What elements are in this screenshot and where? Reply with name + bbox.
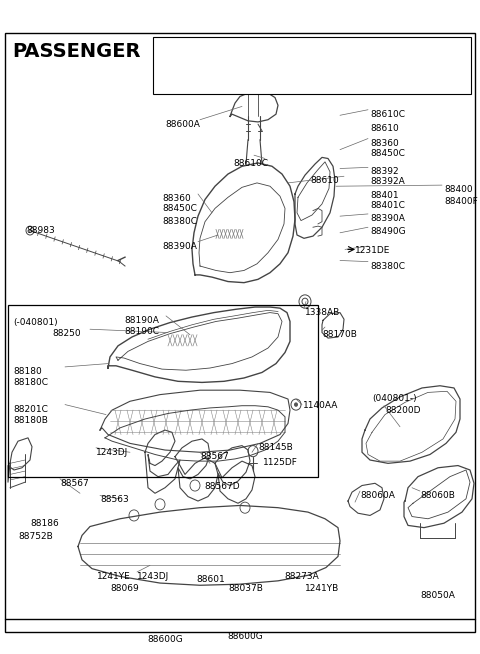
Text: 88450C: 88450C bbox=[370, 148, 405, 158]
Text: CUSHION ASSY: CUSHION ASSY bbox=[382, 74, 455, 84]
Text: 1241YB: 1241YB bbox=[305, 584, 339, 593]
Text: 88600G: 88600G bbox=[147, 635, 183, 644]
Text: 1241YE: 1241YE bbox=[97, 572, 131, 581]
Text: 88380C: 88380C bbox=[370, 262, 405, 271]
Text: 88610C: 88610C bbox=[370, 110, 405, 119]
Text: 88145B: 88145B bbox=[258, 443, 293, 453]
Text: 88250: 88250 bbox=[52, 329, 81, 338]
Bar bbox=[8, 305, 318, 477]
Text: ASSY: ASSY bbox=[406, 45, 431, 55]
Text: 1338AB: 1338AB bbox=[305, 308, 340, 317]
Text: 88400F: 88400F bbox=[444, 198, 478, 206]
Text: 88450C: 88450C bbox=[162, 204, 197, 213]
Text: 1243DJ: 1243DJ bbox=[137, 572, 169, 581]
Text: 88170B: 88170B bbox=[322, 330, 357, 339]
Text: 88037B: 88037B bbox=[228, 584, 263, 593]
Text: 88380C: 88380C bbox=[162, 217, 197, 226]
Text: 88610: 88610 bbox=[310, 176, 339, 185]
Text: SENSOR TYPE: SENSOR TYPE bbox=[278, 45, 346, 55]
Text: PASSENGER: PASSENGER bbox=[12, 42, 141, 61]
Text: 88401: 88401 bbox=[370, 191, 398, 199]
Text: 88201C: 88201C bbox=[13, 405, 48, 413]
Text: 88186: 88186 bbox=[30, 519, 59, 528]
Text: 88610C: 88610C bbox=[233, 158, 268, 167]
Text: 88752B: 88752B bbox=[18, 532, 53, 541]
Text: 88360: 88360 bbox=[370, 139, 399, 148]
Text: 88180: 88180 bbox=[13, 367, 42, 376]
Text: 88490G: 88490G bbox=[370, 227, 406, 236]
Text: 88392: 88392 bbox=[370, 167, 398, 177]
Text: 88180C: 88180C bbox=[13, 378, 48, 387]
Text: 88390A: 88390A bbox=[370, 214, 405, 223]
Text: 88401C: 88401C bbox=[370, 201, 405, 210]
Text: 88567: 88567 bbox=[60, 479, 89, 488]
Text: 88060A: 88060A bbox=[360, 491, 395, 500]
Text: 88567D: 88567D bbox=[204, 482, 240, 491]
Text: 88390A: 88390A bbox=[162, 241, 197, 250]
Text: PODS: PODS bbox=[298, 74, 326, 84]
Text: 88180B: 88180B bbox=[13, 416, 48, 424]
Text: (-040801): (-040801) bbox=[13, 318, 58, 327]
Text: 88601: 88601 bbox=[196, 576, 225, 584]
Text: 88190A: 88190A bbox=[124, 316, 159, 325]
Text: 88190C: 88190C bbox=[124, 327, 159, 336]
Text: 88563: 88563 bbox=[100, 496, 129, 504]
Text: 88050A: 88050A bbox=[420, 591, 455, 600]
Text: 1140AA: 1140AA bbox=[303, 402, 338, 410]
Text: 88400: 88400 bbox=[444, 185, 473, 194]
Text: Period: Period bbox=[191, 45, 221, 55]
Text: 88392A: 88392A bbox=[370, 177, 405, 186]
Text: 88360: 88360 bbox=[162, 194, 191, 203]
Text: 88069: 88069 bbox=[110, 584, 139, 593]
Text: 88200D: 88200D bbox=[385, 405, 420, 415]
Text: 88600G: 88600G bbox=[227, 632, 263, 641]
Text: (040801-): (040801-) bbox=[372, 394, 417, 402]
Text: 88600A: 88600A bbox=[165, 120, 200, 129]
Text: 88273A: 88273A bbox=[284, 572, 319, 581]
Text: 1125DF: 1125DF bbox=[263, 458, 298, 467]
Text: 1243DJ: 1243DJ bbox=[96, 448, 128, 457]
Bar bbox=[153, 37, 471, 94]
Text: 88060B: 88060B bbox=[420, 491, 455, 500]
Text: 88567: 88567 bbox=[200, 453, 229, 461]
Circle shape bbox=[294, 402, 298, 407]
Text: 1231DE: 1231DE bbox=[355, 246, 390, 255]
Text: 88983: 88983 bbox=[26, 226, 55, 235]
Text: 88610: 88610 bbox=[370, 124, 399, 133]
Text: 20000701~: 20000701~ bbox=[177, 74, 235, 84]
